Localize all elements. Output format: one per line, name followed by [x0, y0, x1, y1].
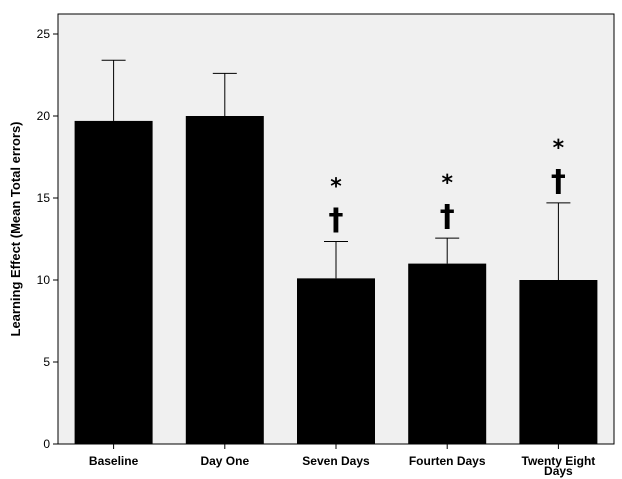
- y-tick-label: 0: [43, 437, 50, 451]
- bar: [408, 263, 487, 444]
- significance-asterisk: *: [441, 171, 453, 196]
- y-tick-label: 25: [37, 27, 51, 41]
- x-category-label: Twenty Eight: [522, 454, 596, 468]
- significance-dagger: †: [440, 199, 455, 234]
- x-category-label: Day One: [200, 454, 249, 468]
- significance-asterisk: *: [330, 174, 342, 199]
- bar: [185, 116, 264, 444]
- bar: [519, 280, 598, 444]
- x-category-label: Days: [544, 464, 573, 478]
- significance-dagger: †: [551, 164, 566, 199]
- bar: [297, 278, 375, 444]
- y-tick-label: 10: [37, 273, 51, 287]
- significance-asterisk: *: [553, 136, 565, 161]
- y-axis-title: Learning Effect (Mean Total errors): [8, 121, 23, 336]
- y-tick-label: 15: [37, 191, 51, 205]
- x-category-label: Baseline: [89, 454, 139, 468]
- x-category-label: Seven Days: [302, 454, 370, 468]
- y-tick-label: 20: [37, 109, 51, 123]
- significance-dagger: †: [329, 202, 344, 237]
- bar: [74, 120, 153, 445]
- x-category-label: Fourten Days: [409, 454, 486, 468]
- y-tick-label: 5: [43, 355, 50, 369]
